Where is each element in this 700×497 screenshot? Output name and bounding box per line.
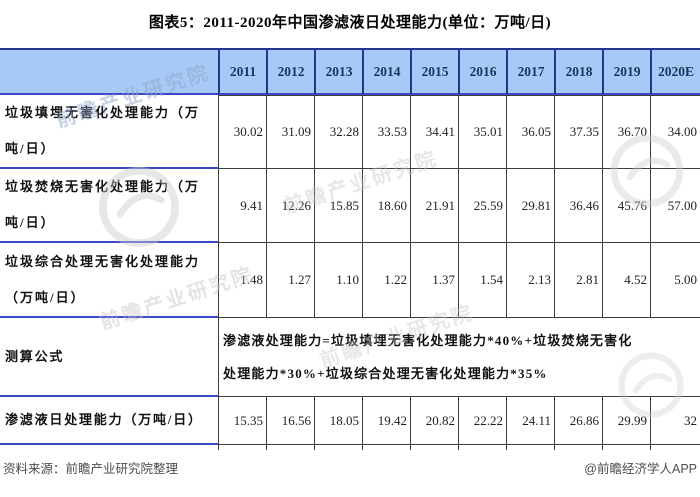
value-cell: 34.41 (410, 95, 458, 169)
header-year-2015: 2015 (410, 48, 458, 95)
value-cell: 36.70 (602, 95, 650, 169)
value-cell: 2.13 (506, 243, 554, 318)
stub-cell (0, 445, 218, 450)
value-cell: 36.05 (506, 95, 554, 169)
header-year-2013: 2013 (314, 48, 362, 95)
value-cell: 32 (650, 397, 700, 445)
credit-note: @前瞻经济学人APP (584, 462, 697, 476)
value-cell: 15.35 (218, 397, 266, 445)
header-year-2012: 2012 (266, 48, 314, 95)
stub-cell (458, 445, 506, 450)
value-cell: 9.41 (218, 169, 266, 243)
leachate-capacity-table: 2011 2012 2013 2014 2015 2016 2017 2018 … (0, 48, 700, 450)
value-cell: 20.82 (410, 397, 458, 445)
header-year-2014: 2014 (362, 48, 410, 95)
value-cell: 29.99 (602, 397, 650, 445)
value-cell: 19.42 (362, 397, 410, 445)
row-label-formula: 测算公式 (0, 318, 218, 397)
table-bottom-stub-row (0, 445, 700, 450)
value-cell: 57.00 (650, 169, 700, 243)
value-cell: 45.76 (602, 169, 650, 243)
value-cell: 1.54 (458, 243, 506, 318)
figure-footer: 资料来源：前瞻产业研究院整理 @前瞻经济学人APP (0, 458, 700, 477)
value-cell: 1.22 (362, 243, 410, 318)
table-row-formula: 测算公式 渗滤液处理能力=垃圾填埋无害化处理能力*40%+垃圾焚烧无害化处理能力… (0, 318, 700, 397)
stub-cell (650, 445, 700, 450)
value-cell: 22.22 (458, 397, 506, 445)
value-cell: 18.60 (362, 169, 410, 243)
header-empty-cell (0, 48, 218, 95)
value-cell: 18.05 (314, 397, 362, 445)
row-label-comprehensive: 垃圾综合处理无害化处理能力（万吨/日） (0, 243, 218, 318)
value-cell: 21.91 (410, 169, 458, 243)
value-cell: 33.53 (362, 95, 410, 169)
header-year-2019: 2019 (602, 48, 650, 95)
header-year-2016: 2016 (458, 48, 506, 95)
stub-cell (410, 445, 458, 450)
table-row-leachate-total: 渗滤液日处理能力（万吨/日） 15.35 16.56 18.05 19.42 2… (0, 397, 700, 445)
value-cell: 32.28 (314, 95, 362, 169)
header-year-2017: 2017 (506, 48, 554, 95)
value-cell: 1.37 (410, 243, 458, 318)
table-header-row: 2011 2012 2013 2014 2015 2016 2017 2018 … (0, 48, 700, 95)
stub-cell (602, 445, 650, 450)
value-cell: 4.52 (602, 243, 650, 318)
table-row-incineration: 垃圾焚烧无害化处理能力（万吨/日） 9.41 12.26 15.85 18.60… (0, 169, 700, 243)
value-cell: 35.01 (458, 95, 506, 169)
value-cell: 1.27 (266, 243, 314, 318)
value-cell: 12.26 (266, 169, 314, 243)
value-cell: 34.00 (650, 95, 700, 169)
source-note: 资料来源：前瞻产业研究院整理 (3, 462, 179, 476)
value-cell: 16.56 (266, 397, 314, 445)
row-label-leachate-total: 渗滤液日处理能力（万吨/日） (0, 397, 218, 445)
value-cell: 26.86 (554, 397, 602, 445)
stub-cell (554, 445, 602, 450)
formula-cell: 渗滤液处理能力=垃圾填埋无害化处理能力*40%+垃圾焚烧无害化处理能力*30%+… (218, 318, 700, 397)
row-label-incineration: 垃圾焚烧无害化处理能力（万吨/日） (0, 169, 218, 243)
value-cell: 36.46 (554, 169, 602, 243)
value-cell: 2.81 (554, 243, 602, 318)
table-row-comprehensive: 垃圾综合处理无害化处理能力（万吨/日） 1.48 1.27 1.10 1.22 … (0, 243, 700, 318)
row-label-landfill: 垃圾填埋无害化处理能力（万吨/日） (0, 95, 218, 169)
stub-cell (362, 445, 410, 450)
value-cell: 15.85 (314, 169, 362, 243)
value-cell: 1.10 (314, 243, 362, 318)
header-year-2011: 2011 (218, 48, 266, 95)
stub-cell (218, 445, 266, 450)
stub-cell (314, 445, 362, 450)
figure-title: 图表5：2011-2020年中国渗滤液日处理能力(单位：万吨/日) (148, 15, 552, 31)
value-cell: 1.48 (218, 243, 266, 318)
stub-cell (506, 445, 554, 450)
table-row-landfill: 垃圾填埋无害化处理能力（万吨/日） 30.02 31.09 32.28 33.5… (0, 95, 700, 169)
value-cell: 29.81 (506, 169, 554, 243)
header-year-2020e: 2020E (650, 48, 700, 95)
value-cell: 25.59 (458, 169, 506, 243)
stub-cell (266, 445, 314, 450)
value-cell: 24.11 (506, 397, 554, 445)
value-cell: 30.02 (218, 95, 266, 169)
value-cell: 5.00 (650, 243, 700, 318)
value-cell: 37.35 (554, 95, 602, 169)
value-cell: 31.09 (266, 95, 314, 169)
header-year-2018: 2018 (554, 48, 602, 95)
